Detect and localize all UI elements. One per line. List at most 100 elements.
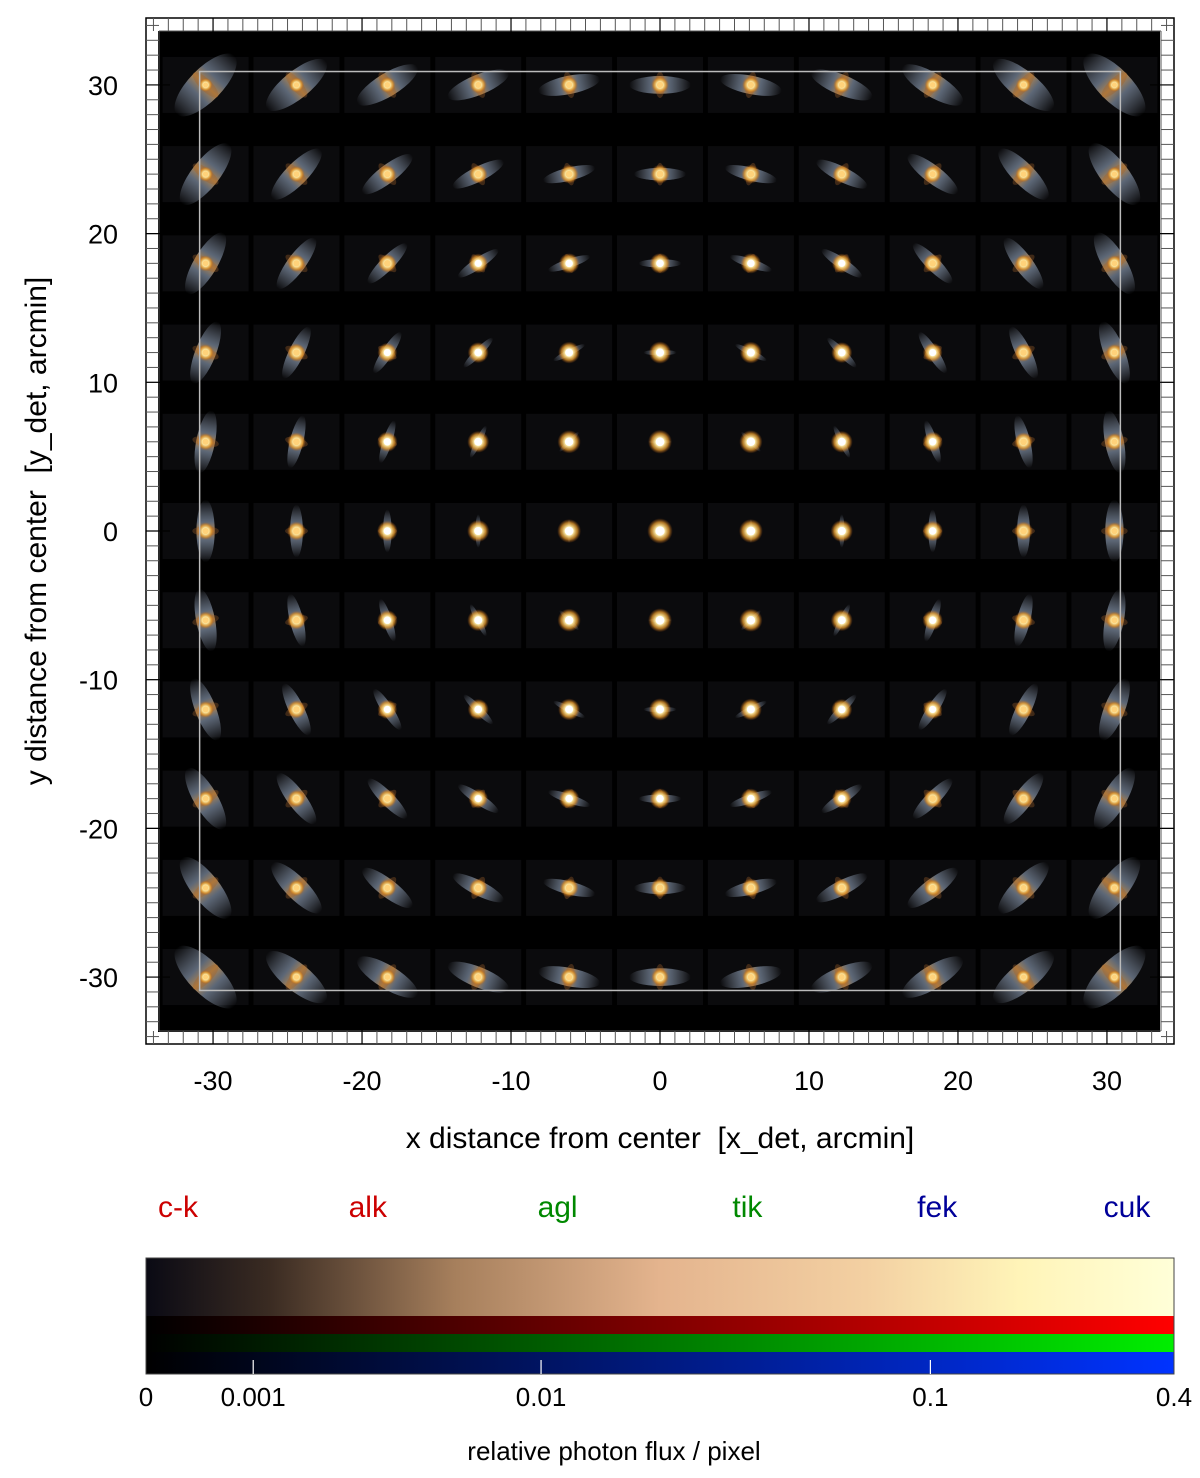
psf-spot	[162, 856, 249, 919]
psf-spot	[889, 949, 976, 1006]
psf-spot	[889, 592, 976, 649]
psf-spot	[707, 413, 794, 470]
psf-spot	[435, 503, 522, 559]
x-tick-label: -20	[343, 1066, 382, 1096]
psf-spot	[162, 53, 249, 117]
psf-spot	[617, 592, 703, 649]
psf-spot	[526, 949, 613, 1006]
energy-line-label: alk	[349, 1191, 388, 1224]
psf-spot	[162, 767, 249, 830]
psf-spot	[526, 681, 613, 738]
psf-spot	[435, 146, 522, 203]
psf-spot	[526, 859, 613, 916]
psf-spot	[253, 56, 340, 113]
colorbar-tick-label: 0.1	[912, 1382, 948, 1412]
psf-spot	[617, 503, 703, 559]
psf-spot	[526, 324, 613, 381]
psf-spot	[344, 56, 431, 113]
field-of-view-box	[198, 70, 1122, 992]
psf-spot	[707, 592, 794, 649]
psf-spot	[798, 146, 885, 203]
psf-spot	[162, 589, 249, 652]
psf-spot	[889, 503, 976, 559]
energy-line-label: agl	[538, 1191, 578, 1224]
psf-spot	[253, 503, 340, 559]
psf-spot	[1071, 410, 1158, 473]
psf-spot	[1071, 678, 1158, 741]
psf-spot	[344, 413, 431, 470]
psf-spot	[980, 235, 1067, 292]
colorbar-tick-label: 0.01	[516, 1382, 567, 1412]
psf-spot	[798, 949, 885, 1006]
psf-spot	[526, 235, 613, 292]
psf-spot	[435, 681, 522, 738]
psf-spot	[526, 413, 613, 470]
psf-spot	[889, 770, 976, 827]
colorbar-frame	[145, 1257, 1175, 1375]
psf-spot	[435, 949, 522, 1006]
psf-spot	[253, 413, 340, 470]
psf-spot	[344, 949, 431, 1006]
psf-spot	[798, 859, 885, 916]
colorbar-combined-band	[146, 1258, 1174, 1316]
psf-spot	[344, 859, 431, 916]
psf-spot	[889, 324, 976, 381]
psf-spot	[798, 681, 885, 738]
psf-spot	[162, 410, 249, 473]
psf-spot	[798, 235, 885, 292]
psf-spot	[889, 56, 976, 113]
psf-spot	[617, 949, 703, 1006]
psf-spot	[707, 770, 794, 827]
psf-spot	[344, 681, 431, 738]
psf-spot	[617, 770, 703, 827]
psf-spot	[1071, 321, 1158, 384]
y-tick-label: 10	[88, 368, 118, 398]
psf-spot	[162, 232, 249, 295]
psf-spot	[344, 235, 431, 292]
psf-spot	[980, 56, 1067, 113]
x-axis-ticks: -30 -20 -10 0 10 20 30	[194, 18, 1122, 1096]
psf-spot	[526, 503, 613, 559]
psf-spot	[526, 146, 613, 203]
psf-spot	[980, 503, 1067, 559]
psf-spot	[344, 592, 431, 649]
x-tick-label: 10	[794, 1066, 824, 1096]
colorbar-label: relative photon flux / pixel	[467, 1436, 760, 1466]
psf-spot	[253, 770, 340, 827]
psf-spot	[162, 143, 249, 206]
psf-spot	[707, 56, 794, 113]
psf-spot	[980, 949, 1067, 1006]
psf-spot	[1071, 856, 1158, 919]
psf-spot	[435, 859, 522, 916]
y-tick-label: 0	[103, 517, 118, 547]
y-axis-label: y distance from center [y_det, arcmin]	[20, 277, 53, 786]
energy-line-label: cuk	[1104, 1191, 1152, 1224]
psf-spot	[162, 499, 249, 563]
psf-spot	[889, 146, 976, 203]
psf-spot	[980, 324, 1067, 381]
psf-spot	[617, 324, 703, 381]
psf-spot	[435, 413, 522, 470]
psf-spot	[617, 859, 703, 916]
y-tick-label: -10	[79, 666, 118, 696]
colorbar-ticks: 0 0.001 0.01 0.1 0.4	[139, 1360, 1192, 1412]
psf-spot	[889, 413, 976, 470]
psf-spot	[617, 681, 703, 738]
x-tick-label: 30	[1092, 1066, 1122, 1096]
psf-spot	[344, 324, 431, 381]
psf-spot	[253, 859, 340, 916]
psf-spot	[526, 770, 613, 827]
psf-spot	[617, 56, 703, 113]
psf-spot	[798, 413, 885, 470]
x-tick-label: -10	[491, 1066, 530, 1096]
psf-spot	[435, 56, 522, 113]
psf-spot	[707, 503, 794, 559]
psf-spot	[980, 146, 1067, 203]
psf-spot	[798, 56, 885, 113]
psf-spot	[798, 770, 885, 827]
psf-spot	[980, 413, 1067, 470]
x-tick-label: 20	[943, 1066, 973, 1096]
psf-spot	[526, 592, 613, 649]
energy-line-label: fek	[917, 1191, 958, 1224]
psf-spot	[253, 949, 340, 1006]
